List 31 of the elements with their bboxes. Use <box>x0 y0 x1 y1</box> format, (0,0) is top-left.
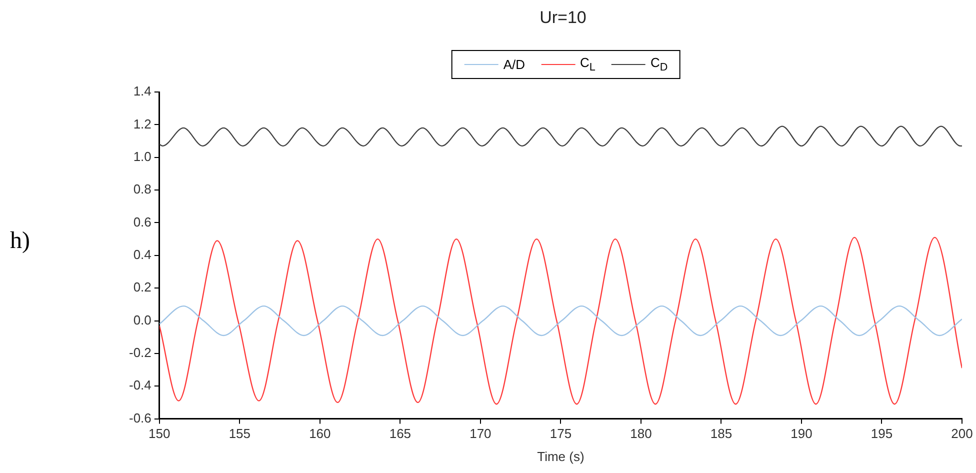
x-tick-label: 165 <box>389 426 412 442</box>
x-tick-label: 195 <box>870 426 893 442</box>
line-series <box>159 236 962 405</box>
x-tick-label: 160 <box>309 426 331 442</box>
x-tick-label: 180 <box>630 426 652 442</box>
x-tick-label: 185 <box>710 426 732 442</box>
y-tick-label: -0.4 <box>128 378 152 393</box>
chart-title: Ur=10 <box>538 8 588 28</box>
text: h) <box>10 228 30 255</box>
y-tick-label: 1.2 <box>133 116 152 132</box>
y-tick-label: 0.2 <box>133 280 152 295</box>
x-tick-label: 200 <box>951 426 973 442</box>
x-tick-label: 170 <box>470 426 492 442</box>
x-axis-title: Time (s) <box>537 448 584 464</box>
y-tick-label: 0.0 <box>133 312 152 328</box>
y-tick-label: 1.0 <box>133 148 152 164</box>
y-tick-label: 0.4 <box>133 246 152 262</box>
y-tick-label: -0.6 <box>128 410 152 426</box>
x-tick-label: 175 <box>550 426 572 442</box>
x-tick-label: 150 <box>148 426 170 442</box>
y-tick-label: 0.6 <box>133 214 152 230</box>
y-tick-label: 1.4 <box>133 84 152 99</box>
y-tick-label: 0.8 <box>133 182 152 197</box>
line-series <box>159 305 962 336</box>
x-tick-label: 155 <box>228 426 251 442</box>
y-tick-label: -0.2 <box>128 345 152 360</box>
legend-label: C$_{D}$ <box>650 55 668 74</box>
legend-label: A/D <box>503 56 526 72</box>
x-tick-label: 190 <box>790 426 812 442</box>
legend-label: C$_{L}$ <box>580 55 596 74</box>
line-series <box>159 126 962 147</box>
